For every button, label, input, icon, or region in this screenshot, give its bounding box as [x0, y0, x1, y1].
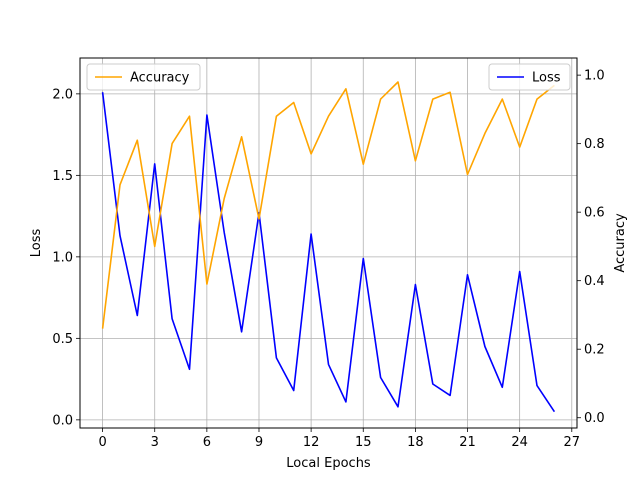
x-tick-label: 9: [255, 435, 263, 450]
y-tick-label-left: 0.5: [52, 332, 73, 347]
series-line-loss: [101, 92, 556, 413]
plot-frame: [79, 57, 578, 429]
x-tick-label: 24: [511, 435, 528, 450]
x-tick-label: 12: [303, 435, 320, 450]
legend-loss: Loss: [488, 63, 571, 91]
y-tick-label-left: 1.5: [52, 169, 73, 184]
legend-accuracy-box: [86, 63, 201, 91]
y-axis-label-right: Accuracy: [613, 213, 628, 273]
legend-accuracy-label: Accuracy: [130, 71, 190, 86]
x-tick-label: 3: [151, 435, 159, 450]
x-tick-label: 27: [564, 435, 581, 450]
y-tick-label-left: 0.0: [52, 413, 73, 428]
x-tick-label: 18: [407, 435, 424, 450]
x-tick-label: 15: [355, 435, 372, 450]
y-axis-right: 0.0 0.2 0.4 0.6 0.8 1.0: [577, 69, 605, 426]
series-layer: [101, 81, 556, 413]
x-tick-label: 6: [203, 435, 211, 450]
y-tick-label-left: 1.0: [52, 250, 73, 265]
y-axis-left: 0.0 0.5 1.0 1.5 2.0: [52, 87, 80, 428]
y-tick-label-left: 2.0: [52, 87, 73, 102]
x-axis: 0 3 6 9 12 15 18 21 24 27: [98, 428, 580, 450]
legend-loss-label: Loss: [532, 71, 561, 86]
legend-loss-box: [488, 63, 571, 91]
grid: [80, 58, 577, 428]
y-tick-label-right: 0.2: [584, 343, 605, 358]
y-tick-label-right: 1.0: [584, 69, 605, 84]
legend-accuracy: Accuracy: [86, 63, 201, 91]
y-tick-label-right: 0.4: [584, 274, 605, 289]
series-line-accuracy: [101, 81, 555, 329]
y-tick-label-right: 0.8: [584, 137, 605, 152]
y-axis-label-left: Loss: [29, 229, 44, 258]
y-tick-label-right: 0.0: [584, 411, 605, 426]
x-tick-label: 21: [459, 435, 476, 450]
x-tick-label: 0: [98, 435, 106, 450]
x-axis-label: Local Epochs: [286, 456, 371, 471]
y-tick-label-right: 0.6: [584, 206, 605, 221]
